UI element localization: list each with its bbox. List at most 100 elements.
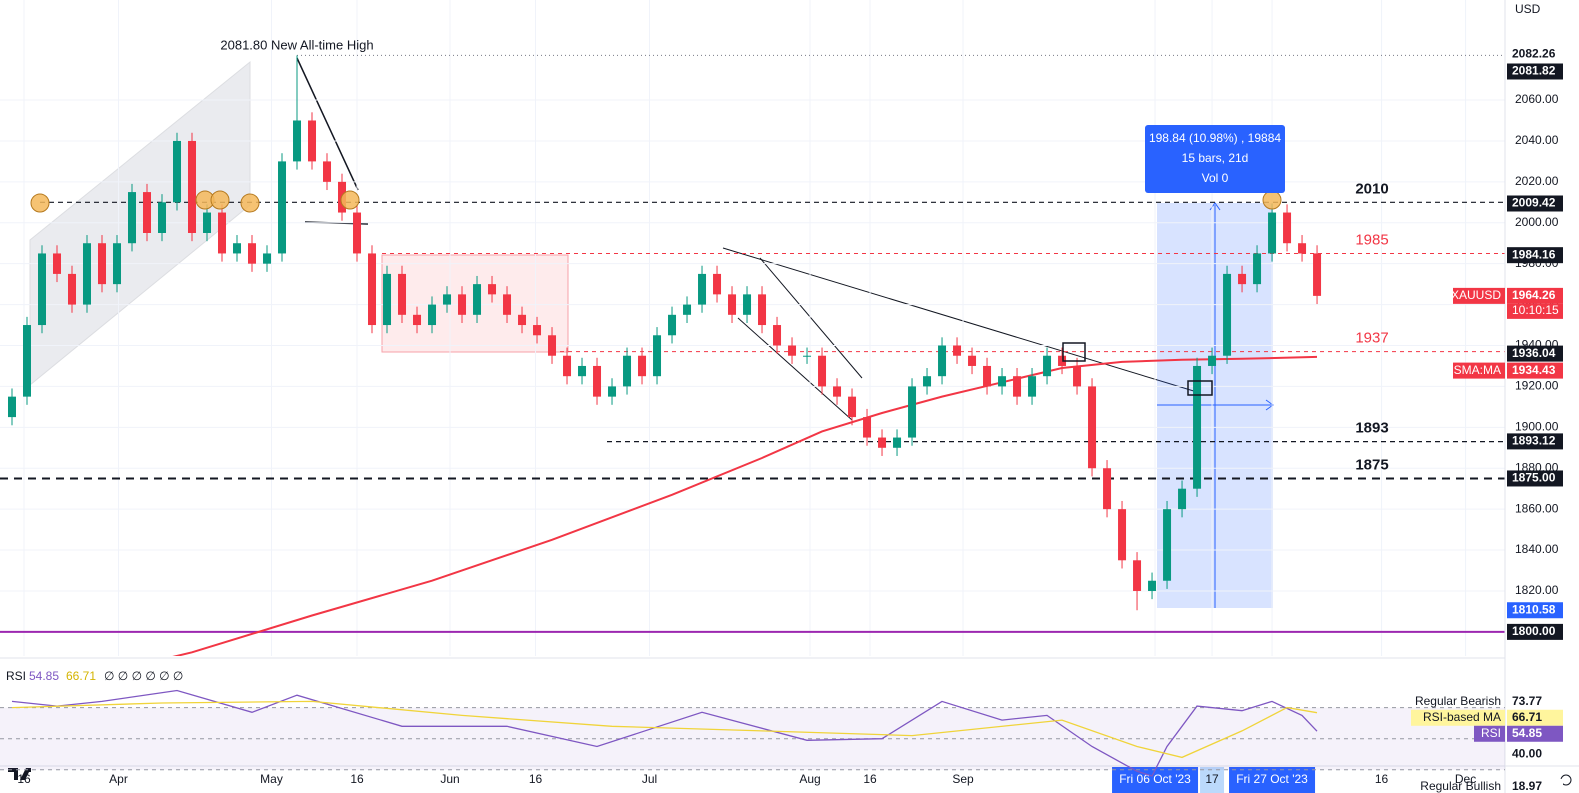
candle-body [38, 253, 47, 326]
candle-body [638, 355, 647, 377]
candle-body [218, 212, 227, 254]
logo [8, 768, 31, 780]
price-label-bg [1507, 693, 1563, 710]
candle-body [653, 335, 662, 377]
measure-text: 15 bars, 21d [1182, 151, 1249, 165]
timer: 10:10:15 [1512, 303, 1559, 317]
candle-body [518, 314, 527, 326]
y-tick-label: 1860.00 [1515, 501, 1559, 515]
touch-point [210, 190, 230, 210]
candle-body [788, 345, 797, 356]
marker-box [1187, 380, 1213, 396]
y-tick-label: 2020.00 [1515, 174, 1559, 188]
candle-body [8, 396, 17, 418]
candle-body [173, 140, 182, 203]
candle-body [593, 365, 602, 397]
y-tick-label: 1840.00 [1515, 542, 1559, 556]
overlays: 2081.80 New All-time High 198.84 (10.98%… [30, 37, 1285, 396]
level-label: 2010 [1355, 180, 1388, 197]
candle-body [488, 284, 497, 295]
candle-body [113, 243, 122, 285]
candle-body [863, 417, 872, 438]
trend-line [722, 247, 1198, 393]
trend-line [296, 57, 359, 191]
rsi-line [11, 689, 1318, 777]
rsi-line [11, 700, 1318, 759]
rsi-ma-value: 66.71 [66, 669, 96, 683]
x-tick-label: 16 [529, 772, 543, 786]
price-label-bg [1507, 433, 1563, 450]
candle-body [1103, 468, 1112, 510]
price-label: 1964.26 [1512, 288, 1556, 302]
trend-line [759, 257, 863, 379]
candle-body [188, 140, 197, 233]
touch-point [30, 193, 50, 213]
candle-body [818, 355, 827, 387]
touch-points [30, 190, 1282, 213]
candle-body [473, 284, 482, 315]
candle-body [743, 294, 752, 315]
candle-body [503, 294, 512, 315]
candle-body [1043, 355, 1052, 377]
x-tick-label: 16 [863, 772, 877, 786]
candle-body [698, 273, 707, 305]
candle-body [1223, 273, 1232, 356]
level-label: 1875 [1355, 456, 1388, 473]
candle-body [278, 161, 287, 254]
x-tick-label: Apr [109, 772, 128, 786]
price-label-bg [1507, 46, 1563, 63]
price-label-bg [1507, 725, 1563, 742]
candle-body [1268, 212, 1277, 254]
y-tick-label: 2040.00 [1515, 133, 1559, 147]
candle-body [1073, 365, 1082, 387]
candle-body [608, 386, 617, 397]
candle-body [233, 243, 242, 254]
x-tick-label: May [260, 772, 283, 786]
candle-body [713, 273, 722, 295]
price-label-bg [1507, 778, 1563, 793]
touch-point [1262, 190, 1282, 210]
price-label: 1984.16 [1512, 247, 1556, 261]
price-tag: Regular Bearish [1415, 694, 1501, 708]
candle-body [158, 202, 167, 233]
candle-body [968, 355, 977, 366]
y-tick-label: 2060.00 [1515, 92, 1559, 106]
candle-body [398, 273, 407, 315]
candle-body [83, 243, 92, 305]
price-label-bg [1507, 746, 1563, 763]
candle-body [1298, 243, 1307, 254]
candle-body [428, 304, 437, 326]
candle-body [308, 120, 317, 162]
price-label: 1936.04 [1512, 346, 1556, 360]
x-tick-label: Fri 27 Oct '23 [1236, 772, 1308, 786]
candle-body [1283, 212, 1292, 244]
marks [0, 0, 1505, 656]
candle-body [98, 243, 107, 285]
candle-body [143, 192, 152, 233]
x-tick-highlight [1200, 767, 1225, 793]
price-label-bg [1507, 362, 1563, 379]
candle-body [548, 335, 557, 356]
price-tag-bg [1453, 287, 1505, 304]
price-label: 54.85 [1512, 726, 1542, 740]
candle-body [563, 355, 572, 377]
y-tick-label: 1900.00 [1515, 419, 1559, 433]
candle-body [323, 161, 332, 182]
candle-body [203, 212, 212, 233]
candle-body [128, 192, 137, 244]
candle-body [623, 355, 632, 387]
rsi-name: RSI [6, 669, 26, 683]
candle-body [668, 314, 677, 336]
price-label: 2009.42 [1512, 196, 1556, 210]
candle-body [833, 386, 842, 397]
candle-body [953, 345, 962, 356]
candle-body [983, 365, 992, 387]
price-label: 73.77 [1512, 694, 1542, 708]
candle-body [773, 325, 782, 346]
candle-body [683, 304, 692, 315]
price-label: 1934.43 [1512, 363, 1556, 377]
price-label: 2082.26 [1512, 47, 1556, 61]
price-tag-bg [1411, 709, 1505, 726]
trend-line [737, 317, 853, 421]
x-tick-label: Sep [952, 772, 974, 786]
